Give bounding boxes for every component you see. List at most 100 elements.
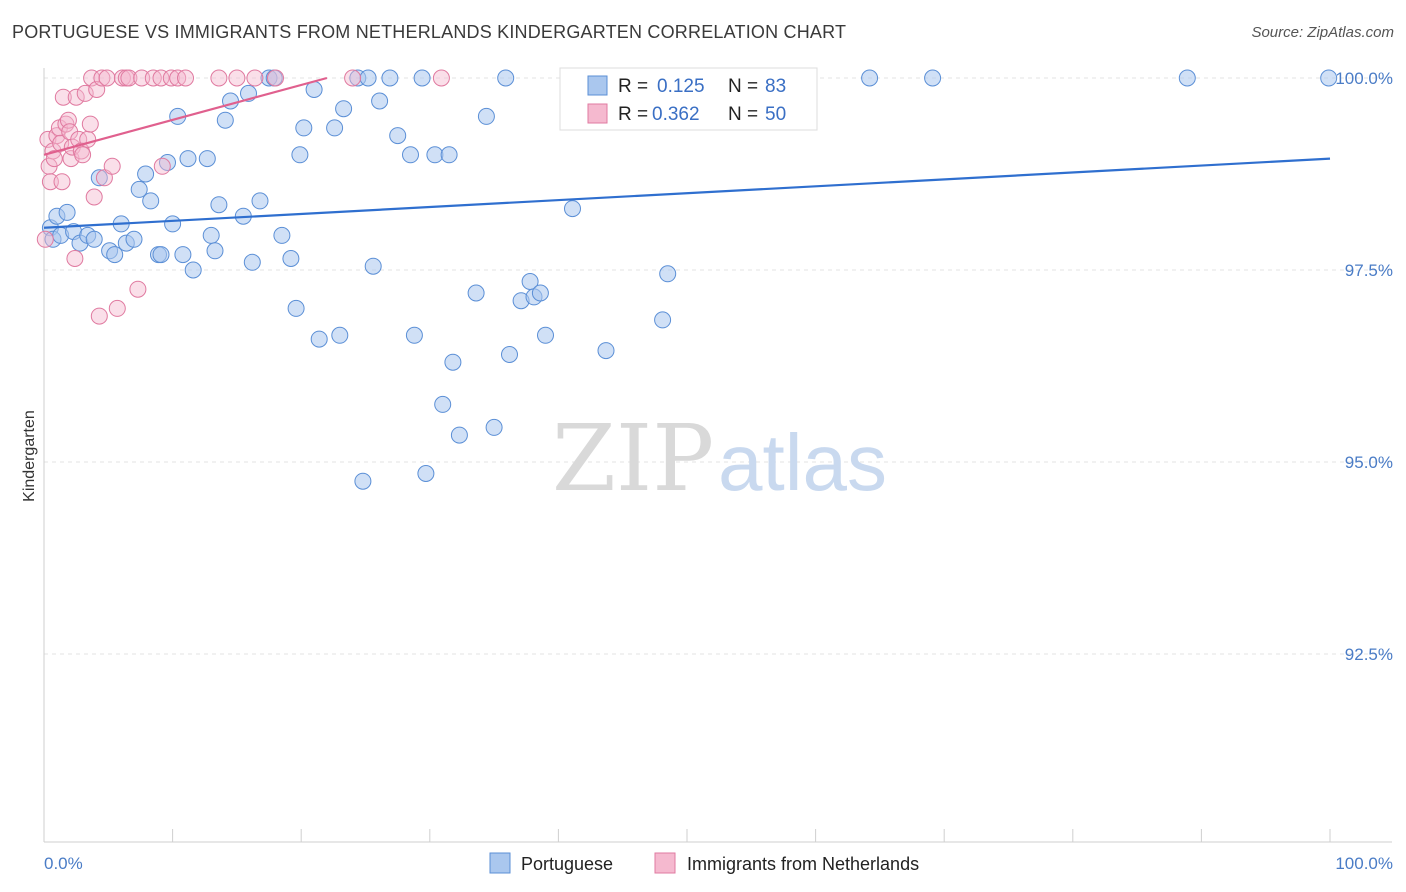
portuguese-point-47 — [335, 100, 353, 118]
bottom-legend-swatch-portuguese — [489, 852, 511, 874]
netherlands-point-35 — [120, 69, 138, 87]
portuguese-point-25 — [184, 261, 202, 279]
legend-r-label-0: R = — [618, 76, 648, 97]
netherlands-point-43 — [177, 69, 194, 87]
portuguese-point-8 — [85, 230, 103, 248]
portuguese-point-39 — [282, 250, 300, 267]
x-tick-max: 100.0% — [1335, 854, 1393, 873]
netherlands-point-20 — [74, 146, 92, 164]
portuguese-point-34 — [243, 253, 261, 271]
portuguese-point-29 — [210, 196, 228, 214]
watermark-zip: ZIP — [552, 405, 714, 512]
netherlands-point-27 — [90, 307, 108, 325]
portuguese-point-65 — [477, 107, 495, 125]
netherlands-point-41 — [162, 69, 180, 87]
portuguese-point-28 — [206, 242, 224, 260]
portuguese-point-50 — [359, 69, 377, 87]
netherlands-point-47 — [267, 69, 284, 87]
portuguese-point-80 — [1178, 69, 1196, 87]
portuguese-point-81 — [1320, 69, 1338, 87]
netherlands-point-48 — [344, 69, 362, 87]
netherlands-point-33 — [113, 69, 131, 87]
stats-legend: R = 0.125 N = 83 R = 0.362 N = 50 — [559, 67, 818, 131]
gridlines — [44, 77, 1392, 655]
netherlands-point-37 — [133, 69, 151, 87]
portuguese-point-79 — [924, 69, 942, 87]
portuguese-point-16 — [137, 165, 155, 183]
netherlands-point-39 — [152, 69, 170, 87]
netherlands-point-32 — [108, 299, 126, 317]
y-tick-label-3: 92.5% — [1345, 645, 1393, 664]
portuguese-point-76 — [654, 311, 672, 329]
portuguese-point-21 — [164, 215, 182, 233]
x-tick-min: 0.0% — [44, 854, 83, 873]
portuguese-point-58 — [417, 465, 435, 482]
portuguese-point-71 — [531, 284, 549, 302]
legend-n-label-0: N = — [728, 76, 758, 97]
portuguese-point-74 — [597, 342, 615, 360]
portuguese-point-66 — [485, 418, 503, 436]
y-tick-label-1: 97.5% — [1345, 261, 1393, 280]
portuguese-point-57 — [413, 69, 431, 87]
netherlands-point-45 — [228, 69, 246, 87]
portuguese-point-63 — [450, 426, 468, 444]
legend-n-label-1: N = — [728, 104, 758, 125]
netherlands-point-40 — [153, 157, 171, 175]
x-axis — [43, 829, 1392, 843]
netherlands-point-23 — [81, 115, 99, 133]
portuguese-point-52 — [371, 92, 389, 110]
portuguese-point-61 — [440, 146, 458, 164]
portuguese-point-46 — [331, 326, 349, 344]
portuguese-point-11 — [106, 246, 124, 264]
netherlands-point-9 — [53, 173, 71, 191]
portuguese-point-23 — [174, 246, 192, 264]
legend-r-label-1: R = — [618, 104, 648, 125]
portuguese-point-72 — [537, 326, 554, 344]
netherlands-point-16 — [66, 250, 84, 267]
portuguese-point-49 — [354, 472, 372, 490]
bottom-legend-label-portuguese: Portuguese — [521, 854, 613, 874]
netherlands-point-31 — [103, 157, 121, 175]
netherlands-point-46 — [246, 69, 264, 87]
netherlands-point-3 — [41, 173, 59, 191]
netherlands-point-44 — [210, 69, 228, 87]
portuguese-point-30 — [216, 111, 234, 129]
netherlands-point-30 — [98, 69, 116, 87]
portuguese-point-67 — [501, 346, 518, 363]
legend-n-value-0: 83 — [765, 76, 786, 97]
legend-swatch-portuguese — [587, 75, 608, 96]
portuguese-point-24 — [179, 150, 197, 168]
series-netherlands-points — [36, 69, 450, 325]
netherlands-point-17 — [67, 88, 85, 106]
netherlands-point-10 — [54, 88, 72, 106]
watermark-atlas: atlas — [718, 418, 887, 507]
portuguese-point-9 — [90, 169, 108, 187]
y-tick-labels: 100.0% 97.5% 95.0% 92.5% — [1335, 69, 1393, 664]
netherlands-point-36 — [129, 280, 147, 298]
portuguese-point-51 — [364, 257, 382, 275]
portuguese-point-55 — [402, 146, 419, 164]
portuguese-point-59 — [426, 146, 444, 164]
portuguese-point-44 — [310, 330, 328, 348]
portuguese-point-42 — [295, 119, 313, 137]
netherlands-point-25 — [85, 188, 103, 206]
portuguese-point-41 — [291, 146, 309, 164]
portuguese-point-64 — [467, 284, 485, 302]
portuguese-point-77 — [659, 265, 677, 283]
portuguese-point-62 — [444, 353, 462, 371]
portuguese-point-56 — [405, 326, 423, 344]
netherlands-point-28 — [93, 69, 111, 87]
watermark: ZIP atlas — [552, 405, 887, 512]
portuguese-point-38 — [273, 226, 291, 244]
portuguese-point-19 — [152, 246, 170, 264]
portuguese-point-53 — [381, 69, 399, 87]
y-axis-label: Kindergarten — [21, 410, 38, 502]
legend-r-value-0: 0.125 — [657, 76, 705, 97]
portuguese-point-26 — [198, 150, 216, 168]
chart-title: PORTUGUESE VS IMMIGRANTS FROM NETHERLAND… — [12, 22, 847, 42]
portuguese-point-40 — [287, 299, 305, 317]
portuguese-point-54 — [389, 127, 407, 145]
portuguese-point-73 — [564, 200, 581, 218]
portuguese-point-4 — [58, 203, 76, 221]
